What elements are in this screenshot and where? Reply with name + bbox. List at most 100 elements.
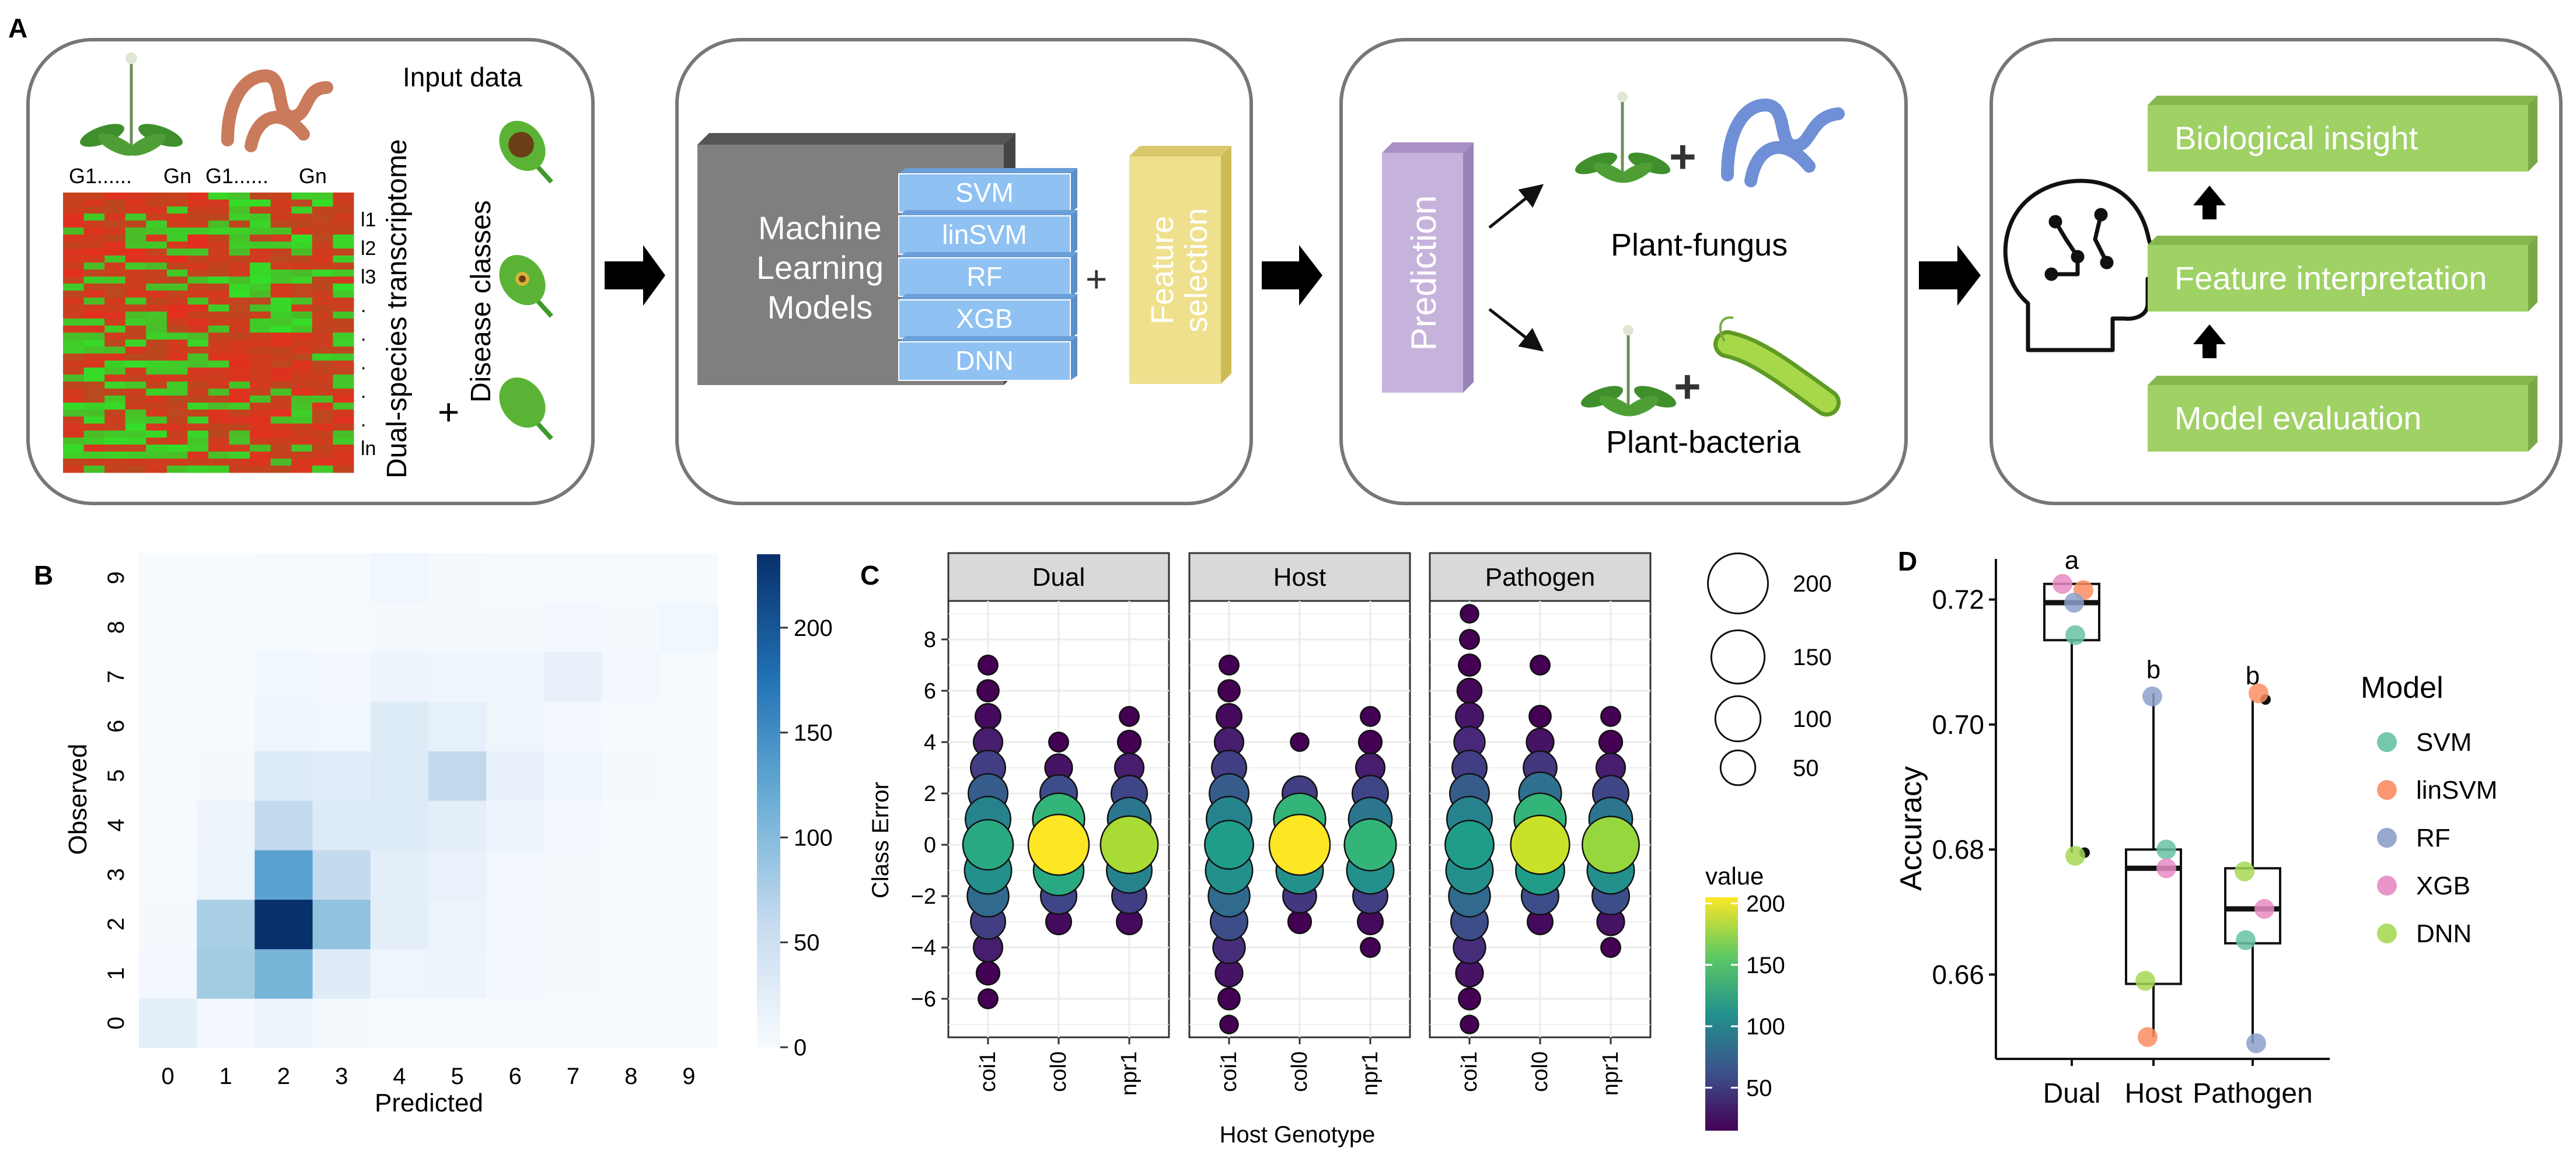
expression-cell xyxy=(83,284,105,291)
expression-cell xyxy=(270,389,292,396)
expression-cell xyxy=(125,270,146,277)
expression-cell xyxy=(63,291,85,298)
expression-cell xyxy=(125,354,146,361)
expression-cell xyxy=(312,375,333,382)
expression-cell xyxy=(104,235,126,242)
expression-cell xyxy=(83,319,105,326)
facet-label: Dual xyxy=(1032,563,1085,592)
bubble-point xyxy=(1219,655,1240,676)
expression-cell xyxy=(270,445,292,452)
bubble-point xyxy=(1459,629,1480,650)
model-point xyxy=(2254,898,2274,919)
heatmap-cell xyxy=(370,998,429,1048)
bubble-point xyxy=(1343,818,1397,872)
expression-cell xyxy=(333,284,354,291)
expression-cell xyxy=(166,200,188,207)
expression-cell xyxy=(250,249,271,256)
x-tick-label: 6 xyxy=(509,1064,522,1089)
expression-cell xyxy=(166,368,188,375)
expression-cell xyxy=(291,284,313,291)
heatmap-cell xyxy=(659,602,718,653)
expression-cell xyxy=(333,445,354,452)
panel-letter-b: B xyxy=(34,560,53,590)
expression-cell xyxy=(208,284,230,291)
expression-cell xyxy=(83,389,105,396)
heatmap-cell xyxy=(197,602,255,653)
heatmap-cell xyxy=(428,899,487,949)
bubble-point xyxy=(1204,820,1254,870)
expression-cell xyxy=(125,235,146,242)
expression-cell xyxy=(104,452,126,459)
expression-cell xyxy=(83,263,105,270)
expression-cell xyxy=(63,235,85,242)
expression-cell xyxy=(146,347,167,354)
heatmap-cell xyxy=(486,701,544,751)
expression-cell xyxy=(333,270,354,277)
expression-cell xyxy=(250,277,271,284)
expression-cell xyxy=(229,200,250,207)
prediction-block: Prediction xyxy=(1382,142,1474,393)
expression-cell xyxy=(229,326,250,333)
expression-cell xyxy=(333,417,354,424)
expression-cell xyxy=(291,228,313,235)
heatmap-cell xyxy=(370,701,429,751)
expression-cell xyxy=(208,361,230,368)
expression-cell xyxy=(208,235,230,242)
expression-cell xyxy=(208,242,230,249)
bubble-point xyxy=(1216,703,1242,730)
expression-cell xyxy=(146,263,167,270)
plus-sign: + xyxy=(1674,361,1701,412)
expression-cell xyxy=(312,445,333,452)
expression-cell xyxy=(312,263,333,270)
step-side xyxy=(2528,236,2537,312)
bubble-point xyxy=(1456,677,1483,704)
expression-cell xyxy=(166,466,188,473)
row-labels: l1 l2 l3..... ln xyxy=(361,209,376,460)
legend-label: linSVM xyxy=(2416,776,2497,805)
expression-cell xyxy=(312,396,333,403)
model-point xyxy=(2246,1033,2266,1054)
model-label: SVM xyxy=(955,177,1014,208)
expression-cell xyxy=(250,326,271,333)
expression-cell xyxy=(63,312,85,319)
size-legend-label: 100 xyxy=(1793,707,1832,732)
up-arrow-icon xyxy=(2193,324,2226,358)
expression-cell xyxy=(63,242,85,249)
expression-cell xyxy=(187,333,209,340)
expression-cell xyxy=(291,256,313,263)
expression-cell xyxy=(312,221,333,228)
expression-cell xyxy=(83,305,105,312)
heatmap-cell xyxy=(544,800,603,851)
expression-cell xyxy=(63,431,85,438)
expression-cell xyxy=(187,438,209,445)
expression-cell xyxy=(187,403,209,410)
expression-cell xyxy=(312,256,333,263)
expression-cell xyxy=(83,312,105,319)
model-block xyxy=(898,299,1071,339)
expression-cell xyxy=(229,284,250,291)
heatmap-cell xyxy=(254,553,313,603)
bubble-point xyxy=(1530,655,1551,676)
expression-cell xyxy=(229,354,250,361)
expression-cell xyxy=(104,445,126,452)
heatmap-cell xyxy=(659,949,718,999)
expression-cell xyxy=(250,466,271,473)
legend-swatch xyxy=(2377,732,2397,752)
expression-cell xyxy=(104,193,126,200)
expression-cell xyxy=(312,354,333,361)
expression-cell xyxy=(166,389,188,396)
plant-bacteria-label: Plant-bacteria xyxy=(1606,425,1801,460)
expression-cell xyxy=(208,312,230,319)
bubble-point xyxy=(1219,1015,1239,1034)
heatmap-cell xyxy=(139,553,197,603)
expression-cell xyxy=(229,221,250,228)
significance-letter: b xyxy=(2146,655,2160,684)
expression-cell xyxy=(63,333,85,340)
expression-cell xyxy=(270,459,292,466)
y-tick-label: 8 xyxy=(924,628,936,652)
heatmap-cell xyxy=(486,553,544,603)
heatmap-cell xyxy=(428,553,487,603)
bubble-point xyxy=(1268,813,1331,876)
bubble-point xyxy=(1287,909,1313,935)
expression-cell xyxy=(83,291,105,298)
